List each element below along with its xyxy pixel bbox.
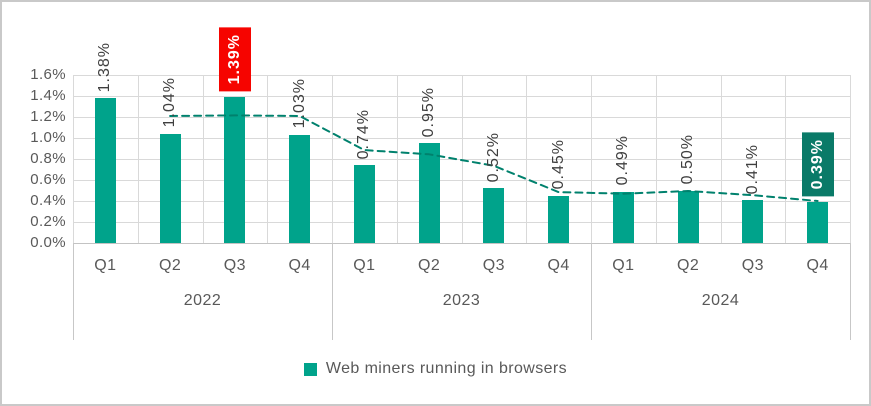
quarter-label: Q2 [417,257,441,274]
quarter-label: Q3 [223,257,247,274]
year-separator-line [850,243,851,340]
vertical-gridline [332,75,333,243]
year-label: 2024 [701,292,740,309]
vertical-gridline [526,75,528,243]
bar-q1-2022 [94,98,116,243]
vertical-gridline [850,75,851,243]
bar-q2-2022 [159,133,181,243]
value-label: 1.04% [161,77,179,128]
vertical-gridline [137,75,139,243]
value-label: 0.49% [614,135,632,186]
y-axis-tick-label: 1.2% [30,108,66,125]
vertical-gridline [785,75,787,243]
bar-q3-2022 [224,97,246,243]
year-label: 2023 [442,292,481,309]
year-separator-line [73,243,74,340]
vertical-gridline [720,75,722,243]
bar-q1-2023 [353,165,375,243]
bar-q4-2024 [807,202,829,243]
bar-q4-2023 [548,195,570,243]
quarter-label: Q1 [353,257,376,274]
value-label: 0.50% [679,134,697,185]
bar-q2-2023 [418,143,440,243]
value-label: 0.45% [549,139,567,190]
bar-q2-2024 [677,190,699,243]
quarter-label: Q3 [482,257,506,274]
legend-label: Web miners running in browsers [325,360,568,377]
value-label: 0.52% [484,132,502,183]
vertical-gridline [655,75,657,243]
quarter-label: Q2 [676,257,700,274]
bar-q4-2022 [289,134,311,243]
quarter-label: Q2 [158,257,182,274]
vertical-gridline [591,75,592,243]
y-axis-tick-label: 1.0% [30,129,66,146]
y-axis-tick-label: 1.4% [30,87,66,104]
x-axis-line [73,243,850,244]
value-label: 1.38% [96,41,114,93]
legend-swatch-icon [303,362,317,376]
y-axis-tick-label: 0.8% [30,150,66,167]
quarter-label: Q4 [806,257,829,274]
value-label: 1.03% [290,78,308,129]
value-label: 0.74% [355,108,373,160]
vertical-gridline [202,75,204,243]
value-label: 1.39% [218,26,251,92]
value-label: 0.41% [743,143,761,194]
y-axis-tick-label: 0.6% [30,171,66,188]
y-axis-tick-label: 1.6% [30,66,66,83]
year-label: 2022 [183,292,222,309]
quarter-label: Q3 [741,257,765,274]
quarter-label: Q1 [612,257,635,274]
vertical-gridline [73,75,74,243]
bar-q3-2024 [742,199,764,243]
value-label: 0.95% [420,86,438,138]
value-label: 0.39% [801,131,834,197]
quarter-label: Q4 [288,257,311,274]
vertical-gridline [396,75,398,243]
year-separator-line [332,243,333,340]
quarter-label: Q1 [94,257,117,274]
y-axis-tick-label: 0.4% [30,192,66,209]
vertical-gridline [461,75,463,243]
bar-q1-2024 [612,191,634,243]
bar-q3-2023 [483,188,505,243]
vertical-gridline [267,75,269,243]
y-axis-tick-label: 0.2% [30,213,66,230]
quarter-label: Q4 [547,257,570,274]
legend: Web miners running in browsers [0,360,871,378]
y-axis-tick-label: 0.0% [30,234,66,251]
year-separator-line [591,243,592,340]
